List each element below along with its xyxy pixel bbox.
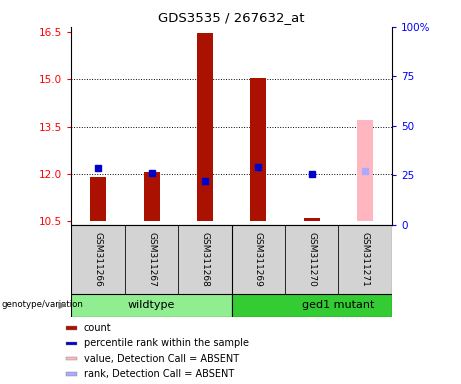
Bar — [285, 225, 338, 294]
Bar — [90, 177, 106, 222]
Bar — [197, 33, 213, 222]
Bar — [65, 326, 77, 329]
Bar — [357, 120, 373, 222]
Bar — [250, 78, 266, 222]
Bar — [65, 342, 77, 345]
Text: GSM311268: GSM311268 — [201, 232, 209, 286]
Bar — [65, 372, 77, 376]
Bar — [178, 225, 231, 294]
Bar — [65, 357, 77, 360]
Text: percentile rank within the sample: percentile rank within the sample — [83, 338, 248, 348]
Text: count: count — [83, 323, 111, 333]
Text: ged1 mutant: ged1 mutant — [302, 300, 375, 310]
Text: genotype/variation: genotype/variation — [1, 300, 83, 309]
Text: GSM311266: GSM311266 — [94, 232, 103, 286]
Title: GDS3535 / 267632_at: GDS3535 / 267632_at — [159, 11, 305, 24]
Text: GSM311270: GSM311270 — [307, 232, 316, 286]
Bar — [71, 225, 125, 294]
Text: value, Detection Call = ABSENT: value, Detection Call = ABSENT — [83, 354, 239, 364]
Bar — [71, 294, 231, 317]
Text: GSM311269: GSM311269 — [254, 232, 263, 286]
Text: wildtype: wildtype — [128, 300, 175, 310]
Text: GSM311267: GSM311267 — [147, 232, 156, 286]
Bar — [338, 225, 392, 294]
Text: rank, Detection Call = ABSENT: rank, Detection Call = ABSENT — [83, 369, 234, 379]
Bar — [304, 218, 320, 222]
Bar — [231, 225, 285, 294]
Bar — [231, 294, 392, 317]
Bar — [125, 225, 178, 294]
Text: GSM311271: GSM311271 — [361, 232, 370, 286]
Bar — [143, 172, 160, 222]
